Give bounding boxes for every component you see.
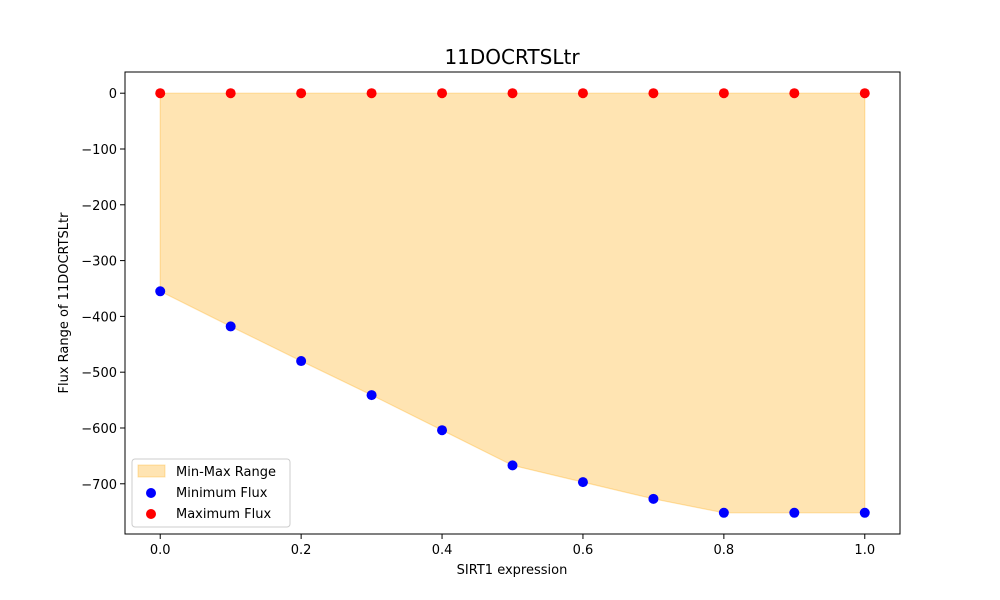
x-tick-label: 0.0 xyxy=(150,543,171,558)
minimum-flux-point xyxy=(155,286,166,297)
minimum-flux-point xyxy=(507,460,518,471)
x-tick-label: 0.6 xyxy=(573,543,594,558)
x-axis: 0.0 0.2 0.4 0.6 0.8 1.0 xyxy=(150,534,875,558)
maximum-flux-point xyxy=(155,88,166,99)
min-max-range-area xyxy=(159,92,866,514)
y-tick-label: −600 xyxy=(81,422,117,437)
maximum-flux-point xyxy=(718,88,729,99)
minimum-flux-point xyxy=(437,425,448,436)
maximum-flux-point xyxy=(296,88,307,99)
y-tick-label: 0 xyxy=(109,87,117,102)
maximum-flux-point xyxy=(859,88,870,99)
y-tick-label: −500 xyxy=(81,366,117,381)
maximum-flux-point xyxy=(789,88,800,99)
plot-area xyxy=(155,88,870,518)
minimum-flux-point xyxy=(366,390,377,401)
y-tick-label: −300 xyxy=(81,255,117,270)
legend-label-maximum-flux: Maximum Flux xyxy=(176,507,272,522)
x-tick-label: 1.0 xyxy=(854,543,875,558)
legend-label-minimum-flux: Minimum Flux xyxy=(176,486,268,501)
maximum-flux-point xyxy=(577,88,588,99)
minimum-flux-point xyxy=(789,507,800,518)
y-tick-label: −200 xyxy=(81,199,117,214)
minimum-flux-point xyxy=(577,477,588,488)
minimum-flux-point xyxy=(296,356,307,367)
maximum-flux-point xyxy=(507,88,518,99)
legend-box xyxy=(131,458,291,528)
y-tick-label: −100 xyxy=(81,143,117,158)
x-tick-label: 0.4 xyxy=(432,543,453,558)
legend: Min-Max Range Minimum Flux Maximum Flux xyxy=(131,458,291,528)
legend-label-min-max-range: Min-Max Range xyxy=(176,465,276,480)
y-tick-label: −400 xyxy=(81,310,117,325)
y-axis-title: Flux Range of 11DOCRTSLtr xyxy=(57,212,72,394)
x-tick-label: 0.2 xyxy=(291,543,312,558)
minimum-flux-point xyxy=(718,507,729,518)
minimum-flux-point xyxy=(859,507,870,518)
minimum-flux-point xyxy=(648,493,659,504)
x-axis-title: SIRT1 expression xyxy=(457,563,568,578)
legend-swatch-min-max-range xyxy=(137,464,166,478)
plot-frame xyxy=(124,71,901,535)
x-tick-label: 0.8 xyxy=(714,543,735,558)
legend-marker-maximum-flux xyxy=(146,509,156,519)
legend-marker-minimum-flux xyxy=(146,488,156,498)
maximum-flux-point xyxy=(225,88,236,99)
chart-title: 11DOCRTSLtr xyxy=(444,45,580,69)
y-axis: 0 −100 −200 −300 −400 −500 −600 −700 xyxy=(81,87,125,493)
maximum-flux-point xyxy=(648,88,659,99)
maximum-flux-point xyxy=(437,88,448,99)
minimum-flux-point xyxy=(225,321,236,332)
y-tick-label: −700 xyxy=(81,478,117,493)
maximum-flux-point xyxy=(366,88,377,99)
